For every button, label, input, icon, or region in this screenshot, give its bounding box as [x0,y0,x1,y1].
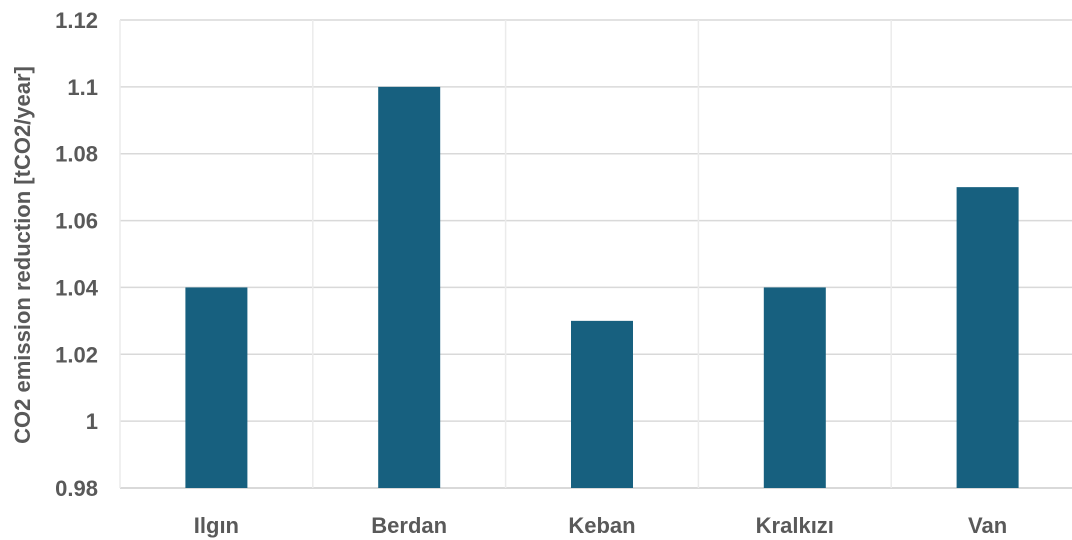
bar-3 [571,320,633,488]
x-category-label: Keban [568,513,635,538]
y-axis-title: CO2 emission reduction [tCO2/year] [10,66,35,444]
y-tick-label: 1.02 [55,342,98,367]
y-tick-label: 1.12 [55,8,98,33]
x-category-label: Ilgın [194,513,239,538]
y-tick-label: 1 [86,409,98,434]
x-category-label: Kralkızı [756,513,834,538]
x-axis-labels: Ilgın Berdan Keban Kralkızı Van [194,513,1007,538]
bar-5 [956,187,1019,488]
bar-4 [763,287,826,488]
bar-2 [378,86,441,488]
y-tick-label: 1.04 [55,275,99,300]
y-axis-ticks: 0.98 1 1.02 1.04 1.06 1.08 1.1 1.12 [55,8,99,501]
y-tick-label: 1.06 [55,209,98,234]
bars [185,86,1019,488]
x-category-label: Van [968,513,1007,538]
x-category-label: Berdan [371,513,447,538]
y-tick-label: 1.1 [67,75,98,100]
grid [119,19,1072,489]
bar-1 [185,287,248,488]
y-tick-label: 1.08 [55,142,98,167]
y-tick-label: 0.98 [55,476,98,501]
